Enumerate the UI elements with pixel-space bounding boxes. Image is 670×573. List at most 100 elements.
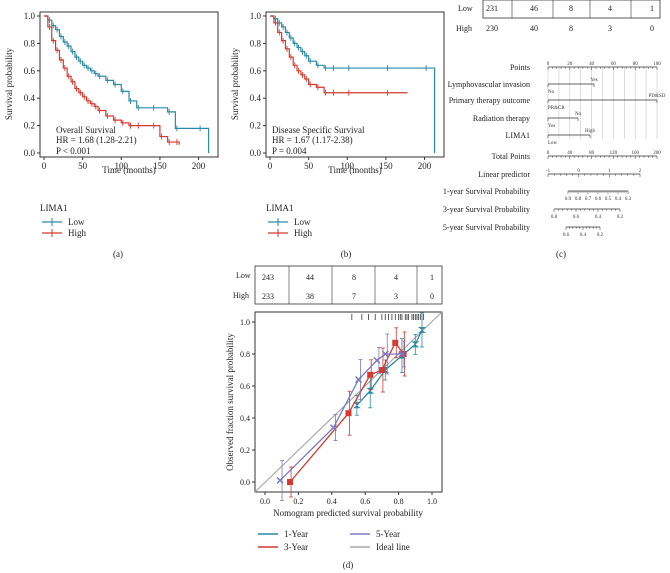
x-tick-label: 0.6	[360, 497, 370, 506]
calibration-point	[373, 356, 381, 364]
y-tick-label: 0.4	[24, 93, 36, 103]
risk-high-count: 233	[262, 292, 274, 301]
panel-b-xlabel: Time (months)	[328, 165, 381, 175]
y-tick-label: 0.4	[250, 93, 262, 103]
nomogram-cat-level: Yes	[590, 78, 597, 83]
nomogram-tick-label: 0.8	[575, 197, 582, 202]
x-tick-label: 100	[341, 161, 355, 171]
risk-high-count: 7	[352, 292, 356, 301]
x-tick-label: 100	[115, 161, 129, 171]
risk-low-count: 243	[262, 273, 274, 282]
x-tick-label: 200	[418, 161, 432, 171]
calibration-point	[411, 341, 420, 348]
x-tick-label: 50	[304, 161, 314, 171]
calibration-point	[378, 367, 385, 373]
nomogram-tick-label: 0.9	[565, 197, 572, 202]
nomogram-tick-label: 0.2	[617, 215, 624, 220]
panel-b-legend-low-label: Low	[294, 217, 311, 227]
y-tick-label: 0.2	[240, 446, 250, 455]
nomogram-row-label: 5-year Survival Probability	[443, 223, 530, 232]
calibration-point	[354, 376, 363, 384]
calibration-point	[398, 350, 406, 358]
x-tick-label: 0	[268, 161, 273, 171]
panel-d-ylabel: Observed fraction survival probability	[225, 333, 235, 471]
nomogram-tick-label: 1	[608, 169, 611, 174]
nomogram-row-label: Lymphovascular invasion	[448, 80, 530, 89]
risk-low-count: 8	[352, 273, 356, 282]
risk-low-count: 1	[650, 4, 654, 13]
panel-a-annotation-hr: HR = 1.68 (1.28-2.21)	[56, 135, 137, 145]
calibration-line-5-year	[279, 353, 402, 481]
nomogram-tick-label: -1	[546, 169, 551, 174]
y-tick-label: 0.2	[250, 121, 261, 131]
x-tick-label: 50	[78, 161, 88, 171]
panel-b-disease-specific-survival: 0.0 0.2 0.4 0.6 0.8 1.0 0 50 100 150 200 Survival…	[230, 11, 445, 259]
panel-d-risk-low-label: Low	[236, 271, 251, 280]
nomogram-cat-level: No	[575, 112, 582, 117]
panel-d-legend-5year: 5-Year	[350, 529, 400, 539]
nomogram-tick-label: 0.5	[605, 197, 612, 202]
calibration-point	[345, 410, 352, 417]
panel-d-legend-3year: 3-Year	[258, 542, 308, 552]
nomogram-row-label: Linear predictor	[478, 170, 530, 179]
panel-b-legend-high: High	[268, 228, 313, 238]
risk-low-count: 4	[608, 4, 612, 13]
panel-c-risk-table: Low High 231 46 8 4 1 230 40 8 3 0	[456, 0, 661, 33]
nomogram-tick-label: 160	[631, 151, 639, 156]
x-tick-label: 150	[153, 161, 167, 171]
panel-a-plot-frame	[39, 11, 219, 158]
nomogram-tick-label: 2	[639, 169, 642, 174]
km-curve-low	[44, 15, 210, 153]
panel-d-calibration: Low High 243 44 8 4 1 233 38 7 3 0 0.0 0.0 0.2 0.2 0.…	[225, 265, 443, 570]
panel-a-overall-survival: 0.0 0.2 0.4 0.6 0.8 1.0 0 50 100 150 200 Survival…	[4, 11, 219, 259]
nomogram-tick-label: 200	[653, 151, 661, 156]
nomogram-row-label: LIMA1	[506, 131, 530, 140]
nomogram-tick-label: 40	[567, 151, 573, 156]
y-tick-label: 0.2	[24, 121, 35, 131]
panel-d-xlabel: Nomogram predicted survival probability	[273, 508, 423, 518]
nomogram-cat-level: High	[585, 129, 596, 134]
nomogram-row-label: Points	[510, 63, 530, 72]
panel-b-plot-frame	[265, 11, 445, 158]
y-tick-label: 0.0	[24, 148, 36, 158]
panel-c-nomogram: Low High 231 46 8 4 1 230 40 8 3 0 Points Lymphova…	[443, 0, 666, 259]
panel-a-label: (a)	[113, 249, 123, 259]
x-tick-label: 0.2	[293, 497, 303, 506]
risk-low-count: 44	[306, 273, 314, 282]
nomogram-row-label: Total Points	[492, 152, 530, 161]
nomogram-tick-label: 0.3	[625, 197, 632, 202]
panel-c-label: (c)	[556, 249, 566, 259]
nomogram-tick-label: 80	[589, 151, 595, 156]
panel-b-annotation-hr: HR = 1.67 (1.17-2.38)	[272, 135, 353, 145]
x-tick-label: 0.8	[394, 497, 404, 506]
panel-a-legend-high: High	[42, 228, 87, 238]
panel-a-legend-high-label: High	[68, 228, 87, 238]
risk-low-count: 46	[530, 4, 538, 13]
x-tick-label: 200	[192, 161, 206, 171]
nomogram-cat-level: PD&SD	[649, 94, 666, 99]
ideal-line	[254, 311, 443, 493]
risk-low-count: 4	[394, 273, 398, 282]
nomogram-tick-label: 0.4	[580, 233, 587, 238]
nomogram-tick-label: 100	[653, 62, 661, 67]
panel-b-legend-low: Low	[268, 217, 311, 227]
nomogram-tick-label: 40	[589, 62, 595, 67]
panel-a-xlabel: Time (months)	[102, 165, 155, 175]
nomogram-tick-label: 0	[547, 151, 550, 156]
risk-low-count: 8	[569, 4, 573, 13]
nomogram-tick-label: 0.4	[615, 197, 622, 202]
y-tick-label: 0.8	[250, 38, 262, 48]
risk-high-count: 0	[430, 292, 434, 301]
panel-d-legend-ideal-label: Ideal line	[376, 542, 410, 552]
nomogram-cat-level: No	[548, 90, 555, 95]
panel-d-legend-1year-label: 1-Year	[284, 529, 308, 539]
nomogram-tick-label: 0	[577, 169, 580, 174]
risk-high-count: 3	[394, 292, 398, 301]
y-tick-label: 0.0	[250, 148, 262, 158]
nomogram-cat-level: Yes	[548, 124, 555, 129]
nomogram-tick-label: 0.6	[563, 233, 570, 238]
nomogram-row-label: Radiation therapy	[473, 114, 530, 123]
x-tick-label: 0.0	[260, 497, 270, 506]
panel-c-risk-high-label: High	[456, 24, 472, 33]
